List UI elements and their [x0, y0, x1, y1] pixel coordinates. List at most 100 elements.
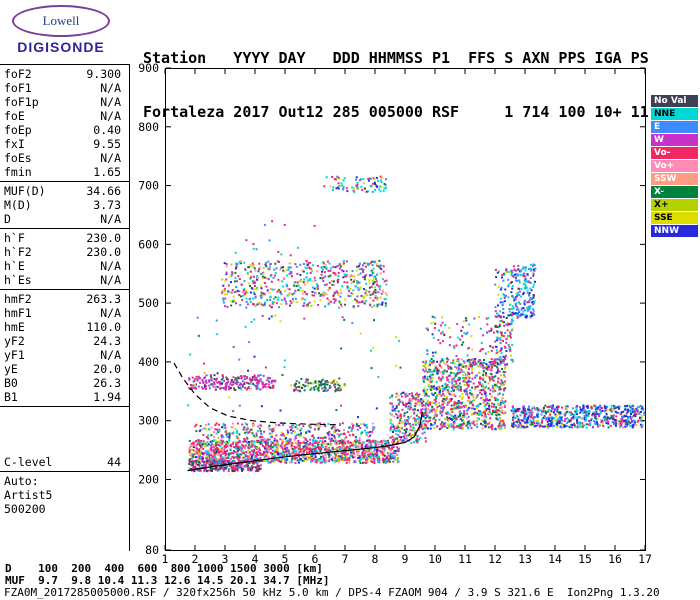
param-value: N/A	[100, 306, 121, 320]
param-label: yF2	[4, 334, 25, 348]
doppler-direction-legend: No Val NNE E W Vo- Vo+ SSW X- X+ SSE NNW	[651, 95, 698, 238]
svg-text:12: 12	[488, 552, 502, 566]
legend-item-nne: NNE	[651, 108, 698, 120]
svg-text:10: 10	[428, 552, 442, 566]
param-label: h`E	[4, 259, 25, 273]
param-value: N/A	[100, 81, 121, 95]
svg-text:700: 700	[138, 179, 159, 193]
param-value: N/A	[100, 151, 121, 165]
svg-text:4: 4	[252, 552, 259, 566]
echo-cluster-second-order-echo	[221, 259, 388, 309]
file-status-footer: FZA0M_2017285005000.RSF / 320fx256h 50 k…	[4, 586, 660, 599]
param-value: 110.0	[86, 320, 121, 334]
legend-item-e: E	[651, 121, 698, 133]
svg-text:13: 13	[518, 552, 532, 566]
param-group: h`F 230.0 h`F2 230.0 h`E N/A h`Es N/A	[0, 229, 129, 290]
legend-item-nnw: NNW	[651, 225, 698, 237]
echo-cluster-magenta-band	[188, 374, 277, 391]
svg-text:17: 17	[638, 552, 652, 566]
param-value: 230.0	[86, 245, 121, 259]
param-value: 9.300	[86, 67, 121, 81]
param-label: 500200	[4, 502, 46, 516]
param-row-artist5: Artist5	[0, 488, 129, 502]
param-label: M(D)	[4, 198, 32, 212]
lowell-logo-ellipse: Lowell	[12, 5, 110, 37]
svg-text:2: 2	[192, 552, 199, 566]
digisonde-logo: Lowell DIGISONDE	[8, 5, 114, 55]
param-row-fmin: fmin 1.65	[0, 165, 129, 179]
param-value: 34.66	[86, 184, 121, 198]
param-row-d: D N/A	[0, 212, 129, 226]
param-row-ye: yE 20.0	[0, 362, 129, 376]
param-value: 230.0	[86, 231, 121, 245]
param-label: foF1	[4, 81, 32, 95]
param-label: h`F2	[4, 245, 32, 259]
param-row-fof1: foF1 N/A	[0, 81, 129, 95]
legend-item-xm: X-	[651, 186, 698, 198]
param-label: foEs	[4, 151, 32, 165]
svg-text:800: 800	[138, 120, 159, 134]
param-label: Artist5	[4, 488, 53, 502]
digisonde-logo-text: DIGISONDE	[17, 39, 105, 55]
echo-cluster-high-blob	[510, 263, 537, 319]
echo-cluster-spread-column	[494, 268, 514, 366]
param-row-hf: h`F 230.0	[0, 231, 129, 245]
param-value: N/A	[100, 348, 121, 362]
param-row-fof2: foF2 9.300	[0, 67, 129, 81]
artist-fitted-trace	[187, 411, 423, 472]
echo-cluster-sparse-noise	[187, 314, 420, 419]
param-row-yf1: yF1 N/A	[0, 348, 129, 362]
param-value: 24.3	[93, 334, 121, 348]
param-value: 263.3	[86, 292, 121, 306]
echo-cluster-main-f-trace	[188, 439, 400, 464]
legend-item-vop: Vo+	[651, 160, 698, 172]
legend-item-w: W	[651, 134, 698, 146]
legend-item-vom: Vo-	[651, 147, 698, 159]
svg-text:900: 900	[138, 61, 159, 75]
param-label: hmE	[4, 320, 25, 334]
param-value: 20.0	[93, 362, 121, 376]
param-group: MUF(D) 34.66 M(D) 3.73 D N/A	[0, 182, 129, 229]
param-group: C-level 44	[0, 407, 129, 472]
lowell-logo-text: Lowell	[42, 13, 80, 28]
param-row-auto: Auto:	[0, 474, 129, 488]
param-row-foep: foEp 0.40	[0, 123, 129, 137]
echo-cluster-right-oblique-trace	[510, 404, 646, 429]
param-label: foEp	[4, 123, 32, 137]
svg-text:5: 5	[282, 552, 289, 566]
param-label: C-level	[4, 455, 53, 469]
echo-cluster-third-order-echo	[323, 175, 387, 194]
svg-text:80: 80	[145, 543, 159, 557]
param-row-he: h`E N/A	[0, 259, 129, 273]
param-group: foF2 9.300 foF1 N/A foF1p N/A foE N/A foEp 0.40 fx…	[0, 65, 129, 182]
legend-item-sse: SSE	[651, 212, 698, 224]
param-value: N/A	[100, 212, 121, 226]
param-label: h`F	[4, 231, 25, 245]
param-group: Auto: Artist5 500200	[0, 472, 129, 518]
svg-text:16: 16	[608, 552, 622, 566]
param-row-b1: B1 1.94	[0, 390, 129, 404]
param-label: foF2	[4, 67, 32, 81]
param-value: 9.55	[93, 137, 121, 151]
echo-cluster-mid-scatter	[425, 315, 502, 360]
svg-text:200: 200	[138, 472, 159, 486]
param-value: 0.40	[93, 123, 121, 137]
echo-cluster-upper-strays	[234, 220, 316, 257]
param-label: foF1p	[4, 95, 39, 109]
param-row-hmf2: hmF2 263.3	[0, 292, 129, 306]
param-row-yf2: yF2 24.3	[0, 334, 129, 348]
svg-text:7: 7	[342, 552, 349, 566]
legend-item-ssw: SSW	[651, 173, 698, 185]
station-header: Station YYYY DAY DDD HHMMSS P1 FFS S AXN…	[143, 13, 649, 139]
param-value: N/A	[100, 95, 121, 109]
x-axis: 1 2 3 4 5 6 7 8 9 10 11 12 13 14 15 16 17	[162, 69, 652, 566]
param-row-hme: hmE 110.0	[0, 320, 129, 334]
param-group: hmF2 263.3 hmF1 N/A hmE 110.0 yF2 24.3 yF1 N/A yE 2…	[0, 290, 129, 407]
param-value: N/A	[100, 273, 121, 287]
param-label: h`Es	[4, 273, 32, 287]
param-row-hmf1: hmF1 N/A	[0, 306, 129, 320]
legend-item-noval: No Val	[651, 95, 698, 107]
param-value: 1.94	[93, 390, 121, 404]
y-axis: 900 800 700 600 500 400 300 200 80	[138, 61, 645, 557]
muf-row: MUF 9.7 9.8 10.4 11.3 12.6 14.5 20.1 34.…	[5, 574, 330, 587]
